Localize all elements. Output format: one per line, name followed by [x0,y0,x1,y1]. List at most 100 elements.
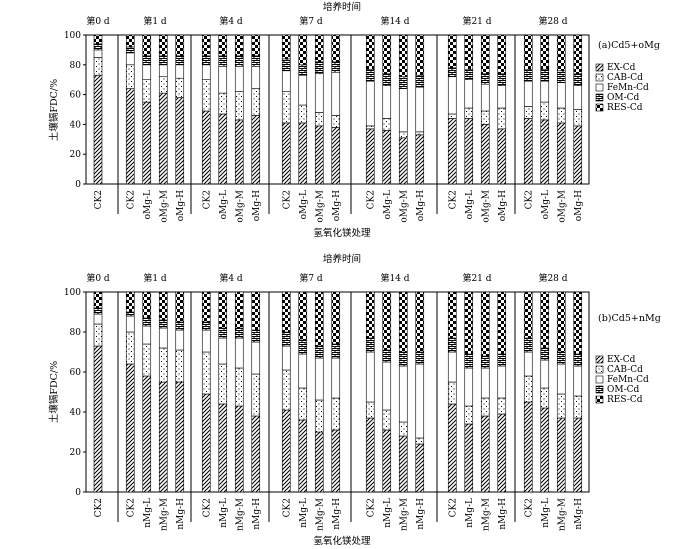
bar-label: nMg-H [252,498,262,530]
bar-segment-res [398,291,408,353]
bar-segment-om [142,317,152,327]
bar-segment-femn [201,329,211,353]
bar-segment-femn [158,64,168,78]
bar-segment-ex [523,401,533,493]
bar-label: nMg-L [299,498,309,528]
bar-label: nMg-M [159,498,169,531]
bar-segment-res [125,291,135,313]
bar-segment-om [556,70,566,83]
bar-segment-ex [573,417,583,493]
stacked-bar [314,291,324,493]
bar-label: CK2 [448,190,458,209]
bar-segment-om [415,74,425,88]
stacked-bar [540,34,550,185]
bar-label: oMg-L [299,190,309,219]
bar-segment-res [93,34,103,45]
bar-label: nMg-M [399,498,409,531]
legend-swatch [595,103,604,112]
legend-item: CAB-Cd [595,73,643,83]
bar-segment-femn [398,88,408,133]
bar-segment-res [298,34,308,66]
bar-segment-ex [556,122,566,185]
bar-segment-res [125,34,135,48]
bar-segment-femn [281,345,291,371]
bar-segment-femn [365,351,375,403]
bar-segment-res [480,34,490,75]
group-label: 第7 d [299,15,323,27]
stacked-bar [382,34,392,185]
bar-segment-om [415,351,425,365]
plot-area: 0 20 40 60 80 100 第0 d CK2 第1 d CK2 nMg-L nMg-M nMg-… [64,272,590,531]
bar-segment-femn [447,76,457,115]
bar-segment-ex [464,118,474,185]
bar-segment-ex [382,130,392,185]
bar-segment-femn [125,52,135,66]
bar-segment-res [314,34,324,63]
bar-segment-femn [93,313,103,325]
bar-segment-ex [382,429,392,493]
bar-label: CK2 [282,190,292,209]
stacked-bar [234,291,244,493]
bar-label: CK2 [202,498,212,517]
bar-segment-ex [447,118,457,185]
bar-segment-ex [175,381,185,493]
bar-segment-res [365,34,375,70]
bar-segment-om [480,73,490,85]
bar-label: CK2 [282,498,292,517]
panel-nMg: 培养时间 (b)Cd5+nMg 土壤镉FDC/% 氢氧化镁处理 0 20 40 60 8… [48,253,661,547]
legend-swatch [595,93,604,102]
bar-segment-femn [540,80,550,103]
bar-label: nMg-L [383,498,393,528]
bar-segment-cab [398,421,408,437]
bar-segment-om [480,355,490,369]
bar-segment-cab [142,79,152,103]
bar-segment-femn [464,79,474,109]
stacked-bar [415,34,425,185]
stacked-bar [523,34,533,185]
bar-segment-femn [298,74,308,106]
legend-swatch [595,375,604,384]
bar-segment-cab [365,401,375,419]
bar-segment-res [218,291,228,329]
bar-segment-femn [523,351,533,377]
stacked-bar [540,291,550,493]
top-title: 培养时间 [323,253,361,265]
bar-segment-cab [480,397,490,417]
legend-label: CAB-Cd [607,73,643,83]
bar-segment-femn [251,341,261,375]
stacked-bar [447,291,457,493]
bar-segment-om [158,319,168,329]
bar-segment-om [201,55,211,66]
bar-segment-om [573,73,583,86]
group-label: 第1 d [143,272,167,284]
stacked-bar [125,34,135,185]
legend-label: EX-Cd [607,63,636,73]
stacked-bar [201,34,211,185]
stacked-bar [234,34,244,185]
bar-segment-femn [125,315,135,333]
bar-segment-ex [125,363,135,493]
bar-label: oMg-H [574,190,584,221]
bar-label: oMg-M [399,190,409,223]
stacked-bar [497,291,507,493]
stacked-bar [573,291,583,493]
bar-segment-om [365,337,375,353]
bar-segment-ex [464,423,474,493]
stacked-bar [365,291,375,493]
bar-segment-ex [398,435,408,493]
bar-label: oMg-H [498,190,508,221]
bar-segment-ex [234,405,244,493]
bar-segment-om [331,343,341,359]
bar-segment-ex [497,413,507,493]
bar-segment-cab [540,387,550,409]
bar-segment-femn [365,80,375,127]
bar-segment-res [314,291,324,347]
bar-segment-ex [158,381,168,493]
bar-segment-om [234,55,244,67]
group-label: 第21 d [462,272,491,284]
legend-label: FeMn-Cd [607,83,649,93]
group-label: 第4 d [219,272,243,284]
bar-segment-cab [158,347,168,383]
bar-segment-om [523,68,533,82]
bar-segment-femn [175,329,185,351]
